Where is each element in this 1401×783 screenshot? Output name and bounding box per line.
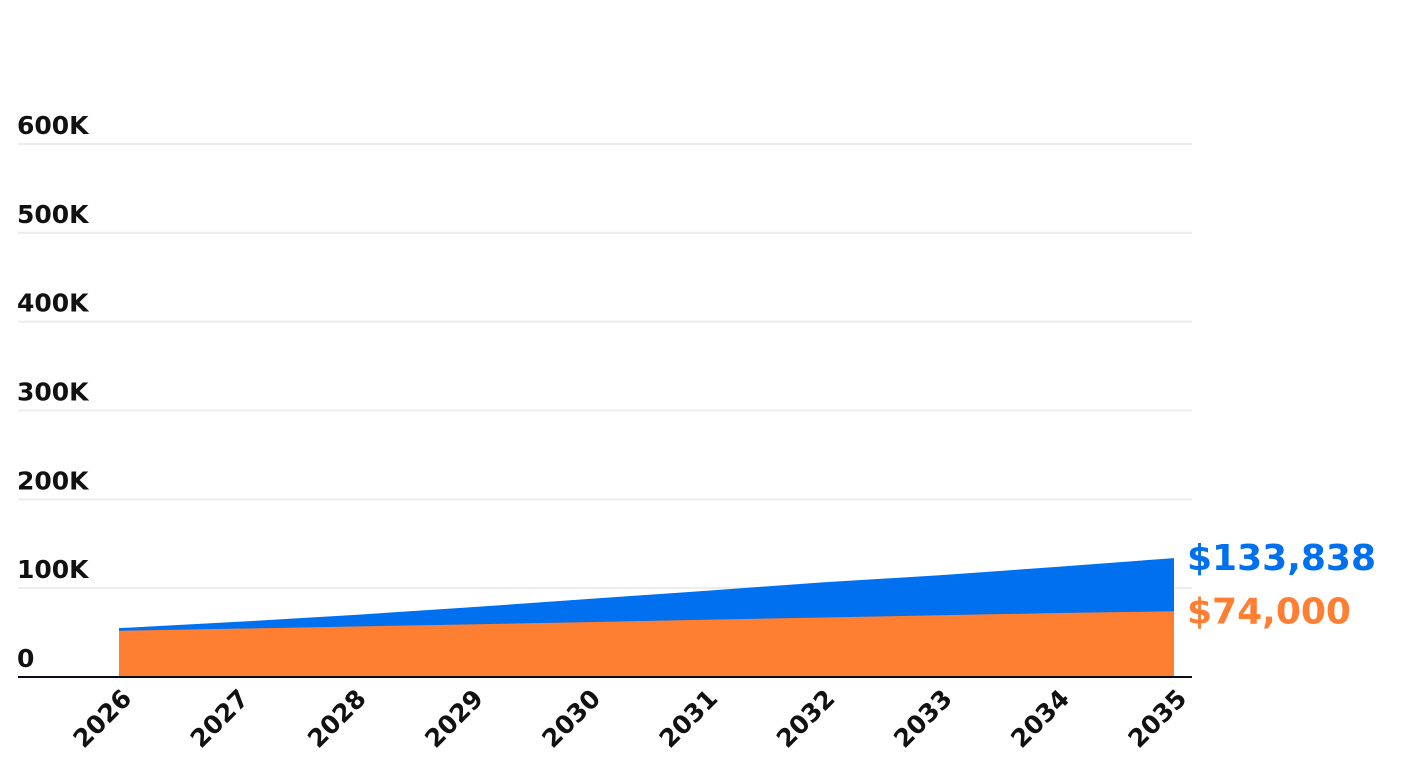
series-area-1 (119, 611, 1174, 677)
series-end-label-0: $133,838 (1187, 538, 1376, 579)
y-tick-label: 500K (17, 200, 90, 229)
y-tick-label: 100K (17, 555, 90, 584)
x-tick-label: 2034 (1005, 684, 1075, 754)
x-tick-label: 2029 (419, 684, 489, 754)
x-tick-label: 2026 (68, 684, 138, 754)
y-tick-label: 200K (17, 466, 90, 495)
y-tick-label: 600K (17, 111, 90, 140)
gridlines (18, 143, 1192, 590)
y-axis-tick-labels: 0 100K 200K 300K 400K 500K 600K (17, 111, 90, 673)
y-tick-label: 0 (17, 644, 34, 673)
y-tick-label: 300K (17, 378, 90, 407)
series-areas (119, 558, 1174, 677)
x-tick-label: 2030 (536, 684, 606, 754)
x-tick-label: 2027 (185, 684, 255, 754)
series-end-label-1: $74,000 (1187, 591, 1351, 632)
x-tick-label: 2028 (302, 684, 372, 754)
x-tick-label: 2033 (888, 684, 958, 754)
x-tick-label: 2031 (654, 684, 724, 754)
series-end-labels: $133,838 $74,000 (1187, 538, 1376, 632)
x-axis-tick-labels: 2026 2027 2028 2029 2030 2031 2032 2033 2034 2035 (68, 684, 1193, 754)
x-tick-label: 2035 (1123, 684, 1193, 754)
x-tick-label: 2032 (771, 684, 841, 754)
y-tick-label: 400K (17, 289, 90, 318)
